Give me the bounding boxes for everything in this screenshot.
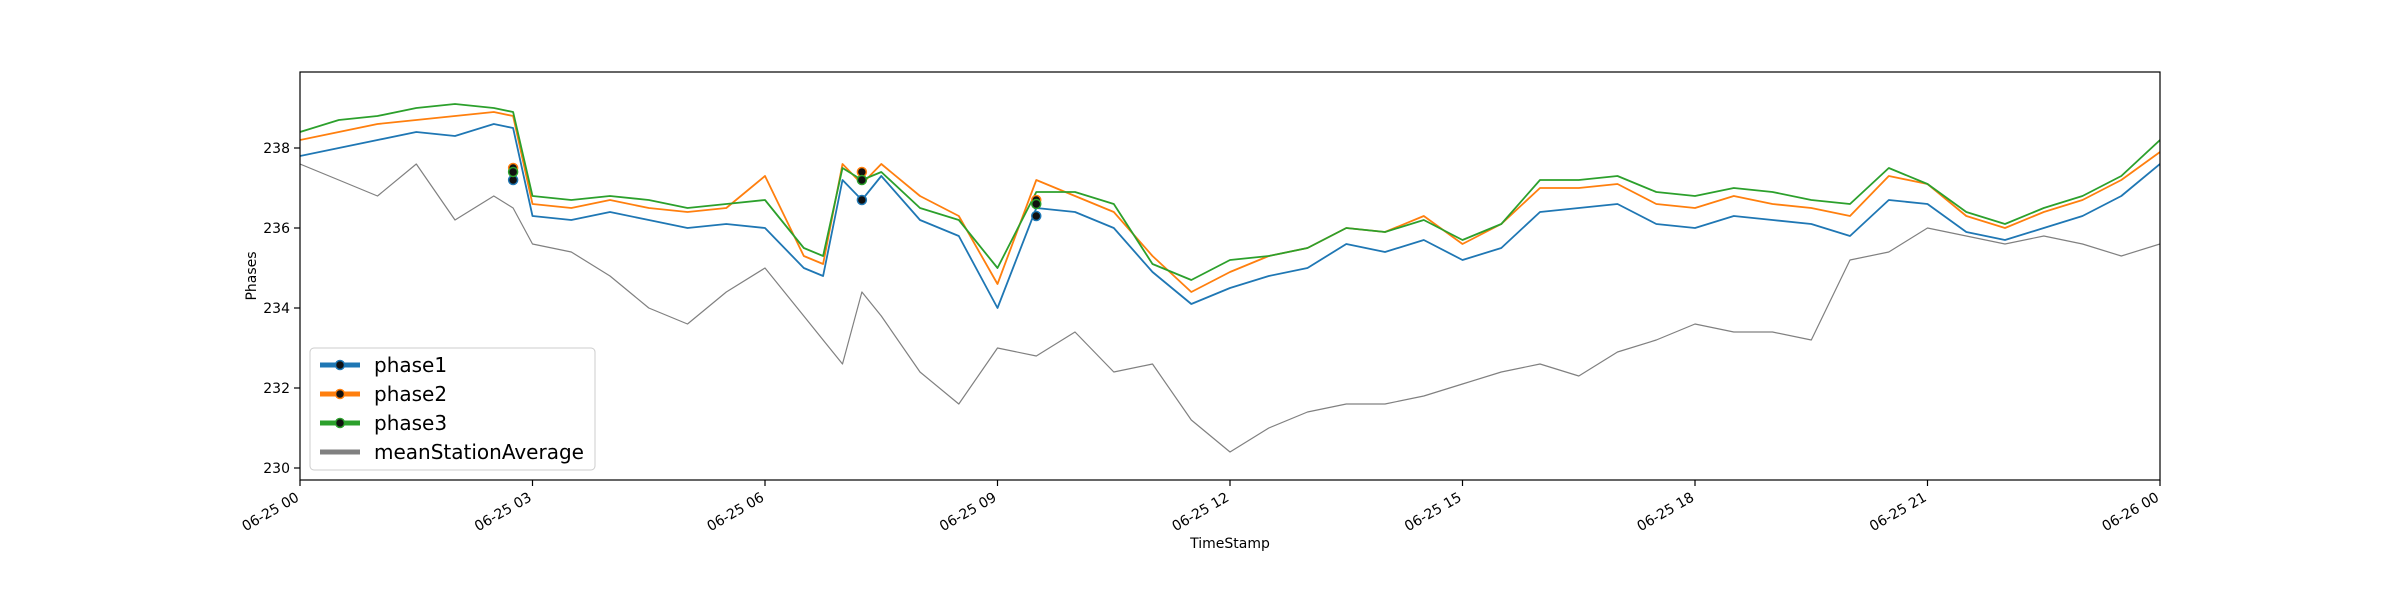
y-tick-label: 234 bbox=[263, 301, 290, 317]
y-axis: 230 232 234 236 238 bbox=[263, 141, 300, 477]
y-tick-label: 232 bbox=[263, 381, 290, 397]
series-line-phase3 bbox=[300, 103, 2160, 281]
y-tick-label: 236 bbox=[263, 221, 290, 237]
legend-box bbox=[309, 347, 596, 471]
legend-marker-phase3 bbox=[334, 417, 346, 429]
legend-label-phase1: phase1 bbox=[374, 353, 447, 377]
series-line-meanStationAverage bbox=[300, 163, 2160, 453]
legend-marker-phase2 bbox=[334, 388, 346, 400]
series-layer bbox=[300, 103, 2160, 453]
legend-label-phase3: phase3 bbox=[374, 411, 447, 435]
series-line-phase2 bbox=[300, 111, 2160, 293]
marker-phase3 bbox=[507, 166, 519, 178]
y-axis-label: Phases bbox=[244, 251, 260, 300]
y-tick-label: 230 bbox=[263, 461, 290, 477]
x-axis-label: TimeStamp bbox=[1189, 536, 1270, 552]
y-tick-label: 238 bbox=[263, 141, 290, 157]
series-line-phase1 bbox=[300, 123, 2160, 309]
marker-phase1 bbox=[1031, 210, 1042, 222]
legend-label-phase2: phase2 bbox=[374, 382, 447, 406]
marker-phase3 bbox=[1031, 198, 1042, 210]
marker-layer bbox=[507, 162, 1042, 222]
legend-marker-phase1 bbox=[334, 359, 346, 371]
legend-label-meanStationAverage: meanStationAverage bbox=[374, 440, 584, 464]
marker-phase1 bbox=[856, 194, 868, 206]
legend: phase1 phase2 phase3 meanStationAverage bbox=[309, 347, 596, 471]
marker-phase3 bbox=[856, 174, 868, 186]
